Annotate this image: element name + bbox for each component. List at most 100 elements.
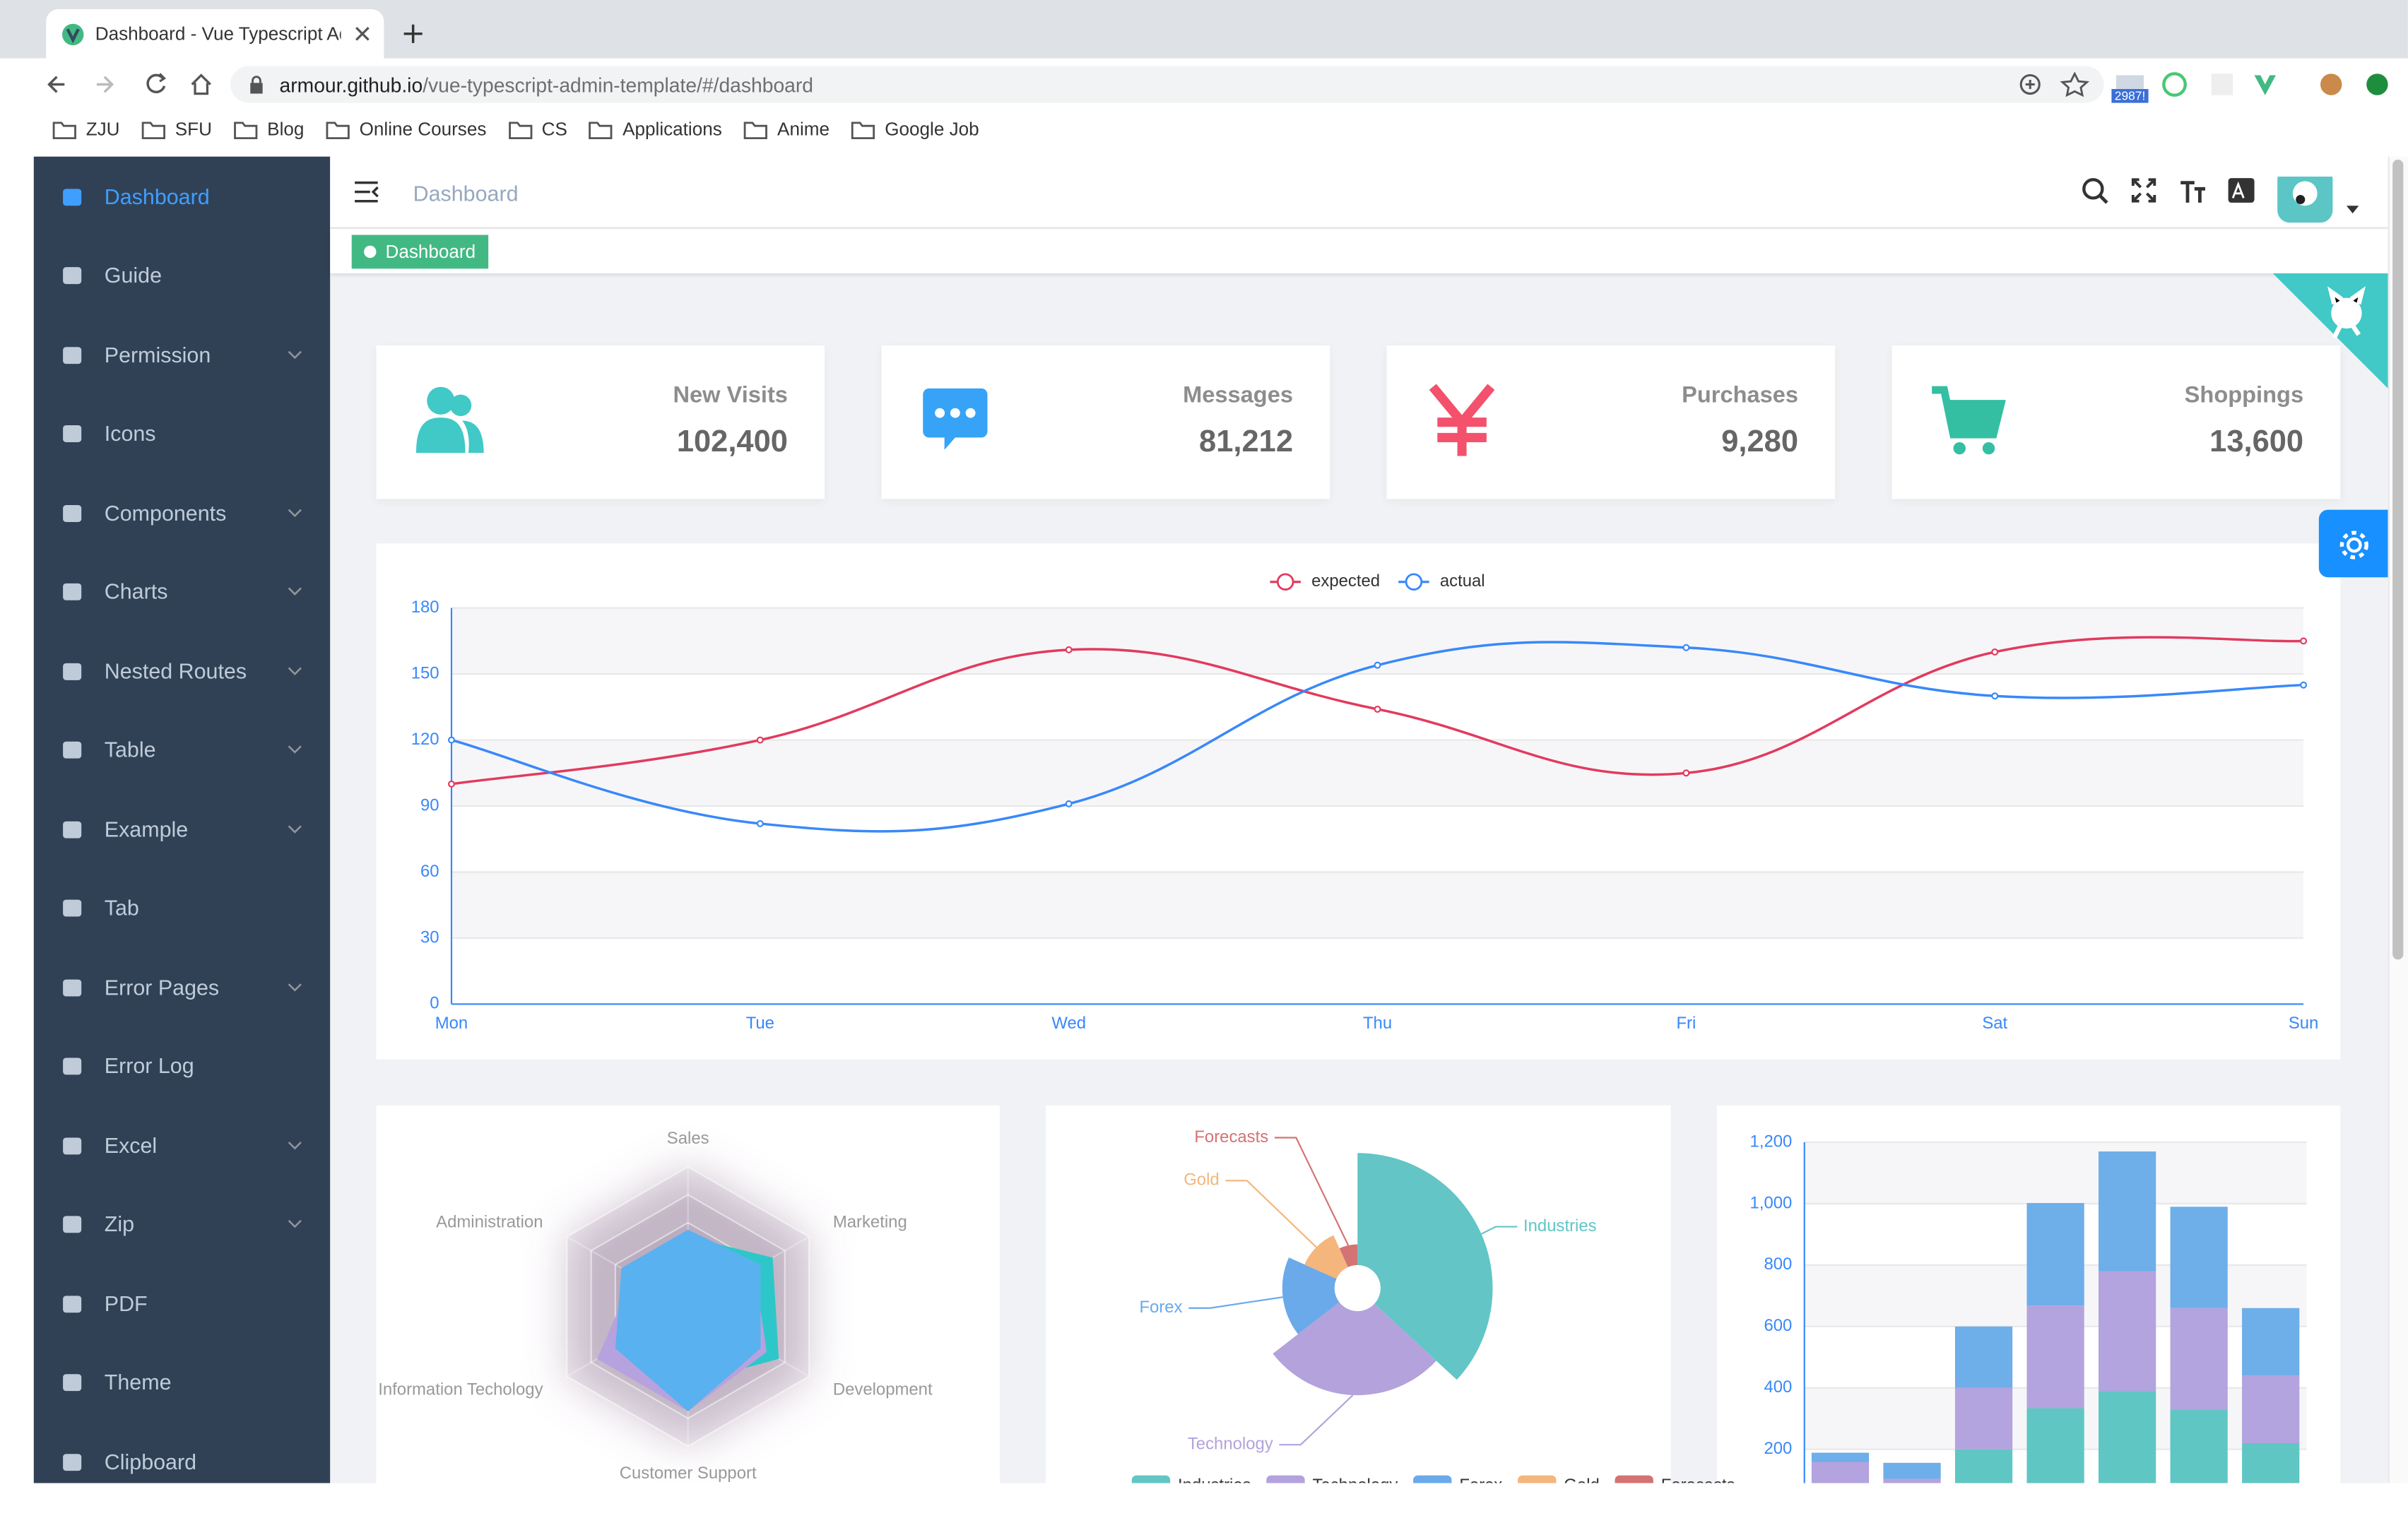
menu-item[interactable]: Tab [34,868,330,947]
menu-item[interactable]: Excel [34,1106,330,1185]
hamburger[interactable] [355,181,379,203]
settings-button[interactable] [2318,509,2388,578]
panel-card[interactable]: Purchases 9,280 [1386,345,1836,499]
panel-card[interactable]: New Visits 102,400 [376,345,825,499]
folder-icon [743,121,768,138]
bar-segment [2099,1151,2156,1272]
arrow-shape [288,1220,302,1228]
menu-icon-shape [63,979,82,996]
menu-icon [63,1058,82,1075]
browser-tab[interactable]: Dashboard - Vue Typescript Ad [46,9,384,59]
arrow-shape [288,350,302,359]
menu-label: Nested Routes [104,658,247,683]
menu-item[interactable]: Guide [34,236,330,315]
bookmark[interactable]: Anime [743,118,830,140]
menu-item[interactable]: Components [34,473,330,552]
menu-item[interactable]: Nested Routes [34,631,330,710]
radar-label: Sales [667,1129,709,1148]
menu-icon-shape [63,583,82,601]
bar-segment [1811,1452,1870,1462]
menu-item[interactable]: Zip [34,1185,330,1264]
bar-segment [2026,1408,2084,1483]
menu-icon-shape [63,346,82,364]
menu-item[interactable]: Example [34,789,330,868]
menu-icon [63,821,82,838]
bookmark-label: Blog [267,118,305,140]
menu-item[interactable]: Error Pages [34,947,330,1026]
bookmark-label: Google Job [885,118,979,140]
scrollbar-thumb[interactable] [2392,160,2404,960]
menu-icon-shape [63,1137,82,1154]
radar-label: Information Techology [378,1380,543,1399]
menu-label: Zip [104,1211,135,1237]
menu-item[interactable]: Table [34,710,330,789]
new-tab[interactable] [402,23,423,45]
bar-segment [2026,1305,2084,1409]
lock-icon [250,76,263,94]
menu-item[interactable]: PDF [34,1264,330,1343]
address-bar[interactable] [230,66,2104,103]
panel-card[interactable]: Shoppings 13,600 [1891,345,2341,499]
bookmark[interactable]: Google Job [851,118,979,140]
x-tick-label: Thu [1363,1014,1392,1033]
tag[interactable]: Dashboard [351,235,488,269]
url-path: /vue-typescript-admin-template/#/dashboa… [423,73,814,97]
submenu-arrow [288,824,302,834]
menu-label: Guide [104,263,162,288]
bookmark[interactable]: CS [508,118,567,140]
panel-label: Purchases [1682,382,1799,409]
menu-icon [63,1137,82,1154]
panel-label: New Visits [673,382,788,409]
legend-item: actual [1398,571,1485,591]
bookmark[interactable]: Applications [589,118,722,140]
legend-swatch [1131,1475,1171,1483]
arrow-shape [288,509,302,517]
y-tick-label: 400 [1764,1377,1792,1397]
github-corner[interactable] [2272,273,2388,389]
browser-extensions[interactable] [2018,72,2402,102]
folder-shape [141,121,165,138]
menu-label: Error Log [104,1053,194,1079]
legend-label: Industries [1178,1476,1251,1495]
bookmark[interactable]: Blog [233,118,305,140]
bookmark[interactable]: Online Courses [326,118,486,140]
tab-close[interactable] [353,25,372,43]
legend-label: Technology [1313,1476,1398,1495]
y-tick-label: 90 [420,795,439,814]
menu-item[interactable]: Icons [34,393,330,473]
y-tick-label: 800 [1764,1255,1792,1274]
menu-item[interactable]: Clipboard [34,1422,330,1501]
menu-icon [63,742,82,759]
menu-label: Components [104,499,227,525]
data-point [1991,648,1999,656]
menu-icon-shape [63,188,82,206]
folder-shape [851,121,875,138]
folder-icon [141,121,165,138]
menu-item[interactable]: Charts [34,552,330,631]
navbar-tools[interactable] [2081,176,2373,232]
panel-icon [415,386,484,454]
menu-icon-shape [63,1374,82,1392]
legend-item: expected [1270,571,1380,591]
url: armour.github.io/vue-typescript-admin-te… [280,73,813,97]
menu-item[interactable]: Dashboard [34,157,330,236]
bookmark[interactable]: SFU [141,118,212,140]
menu-icon [63,346,82,364]
bar-segment [2170,1308,2228,1410]
arrow-shape [288,588,302,596]
nav-buttons[interactable] [46,71,223,98]
bookmark[interactable]: ZJU [52,118,120,140]
bar-segment [2099,1391,2156,1483]
menu-item[interactable]: Permission [34,315,330,394]
menu-item[interactable]: Error Log [34,1026,330,1106]
legend-label: Forex [1459,1476,1502,1495]
menu-icon [63,1295,82,1312]
menu-item[interactable]: Theme [34,1343,330,1422]
y-tick-label: 200 [1764,1439,1792,1458]
folder-shape [589,121,613,138]
pie-slice [1339,1244,1358,1267]
bookmark-label: ZJU [85,118,120,140]
panel-card[interactable]: Messages 81,212 [881,345,1330,499]
pie-slice [1282,1257,1340,1334]
